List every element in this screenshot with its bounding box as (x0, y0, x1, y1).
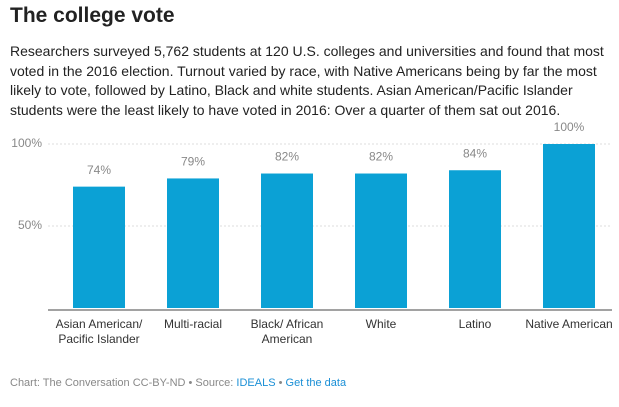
separator: • (278, 377, 283, 389)
source-link[interactable]: IDEALS (236, 377, 276, 389)
value-label: 82% (369, 150, 393, 164)
bar (261, 173, 313, 308)
value-label: 74% (87, 163, 111, 177)
value-label: 82% (275, 150, 299, 164)
chart-title: The college vote (10, 4, 175, 27)
y-tick-label: 50% (18, 218, 42, 232)
x-tick-label: Black/ African American (250, 317, 324, 346)
credit: Chart: The Conversation CC-BY-ND • Sourc… (10, 377, 234, 389)
bar (543, 144, 595, 308)
value-label: 84% (463, 146, 487, 160)
bar (449, 170, 501, 308)
chart-subtitle: Researchers surveyed 5,762 students at 1… (10, 43, 604, 118)
bar (355, 173, 407, 308)
x-tick-label: Multi-racial (163, 317, 222, 331)
y-tick-label: 100% (11, 136, 42, 150)
value-label: 79% (181, 155, 205, 169)
x-tick-label: White (365, 317, 397, 331)
value-label: 100% (554, 120, 585, 134)
bar (167, 178, 219, 308)
footer: Chart: The Conversation CC-BY-ND • Sourc… (10, 377, 346, 389)
data-link[interactable]: Get the data (285, 377, 347, 389)
x-tick-label: Asian American/ Pacific Islander (55, 317, 143, 346)
x-tick-label: Native American (525, 317, 613, 331)
bar (73, 186, 125, 308)
x-tick-label: Latino (458, 317, 492, 331)
